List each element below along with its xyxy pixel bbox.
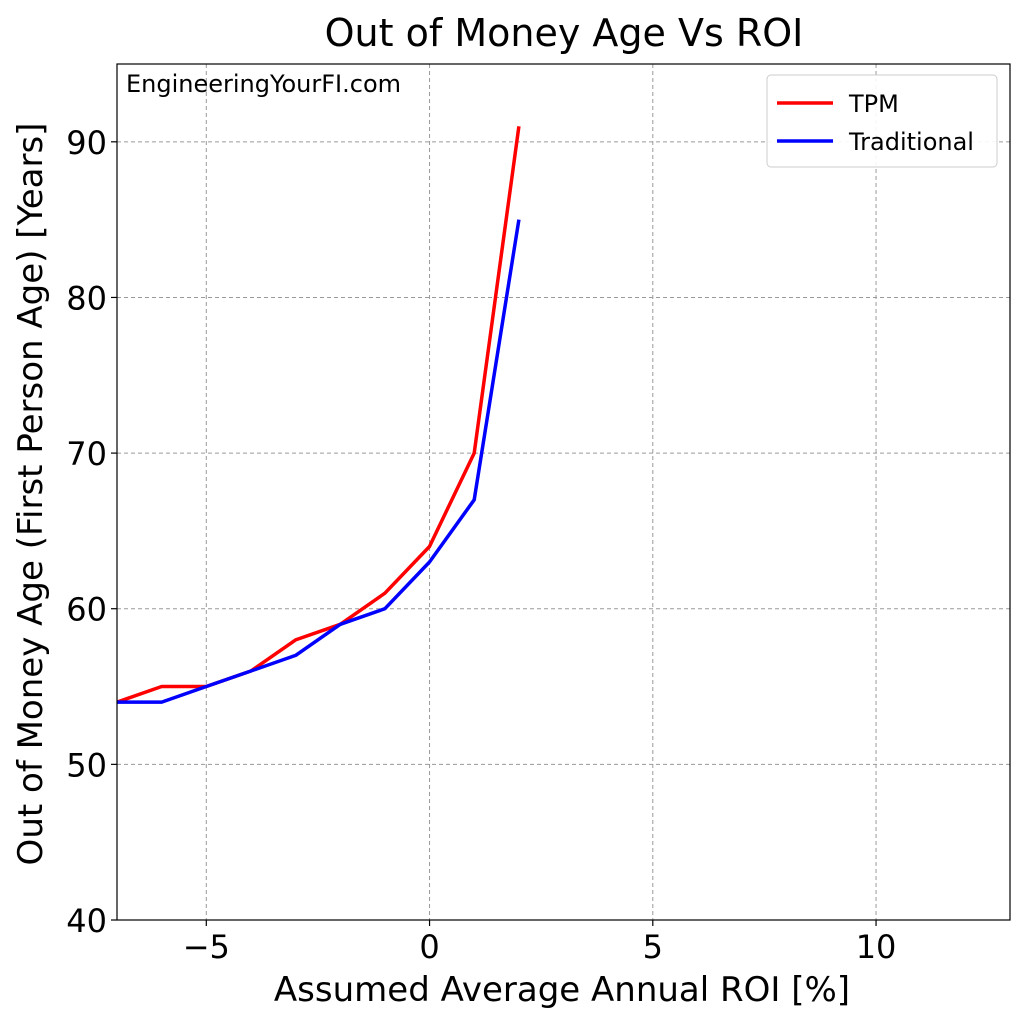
x-axis-label: Assumed Average Annual ROI [%] [274,970,850,1010]
y-tick-label: 40 [66,902,107,940]
watermark-text: EngineeringYourFI.com [126,70,401,98]
legend: TPM Traditional [766,74,998,168]
y-tick-label: 90 [66,124,107,162]
y-tick-label: 50 [66,746,107,784]
x-tick-label: 0 [419,928,439,966]
grid [117,64,1010,921]
legend-label: TPM [848,90,899,118]
series-line-tpm [116,126,521,704]
y-tick-label: 60 [66,591,107,629]
y-tick-label: 70 [66,435,107,473]
x-tick-label: 5 [643,928,663,966]
axis-ticks: −5 0 5 10 40 50 60 70 80 90 [66,124,896,966]
series-line-traditional [117,219,521,704]
series-layer [116,126,521,704]
x-tick-label: −5 [183,928,230,966]
chart-title: Out of Money Age Vs ROI [325,11,804,55]
y-tick-label: 80 [66,279,107,317]
legend-box [766,74,998,168]
x-tick-label: 10 [856,928,897,966]
plot-frame [116,63,1011,921]
y-axis-label: Out of Money Age (First Person Age) [Yea… [11,123,51,866]
legend-label: Traditional [848,128,974,156]
